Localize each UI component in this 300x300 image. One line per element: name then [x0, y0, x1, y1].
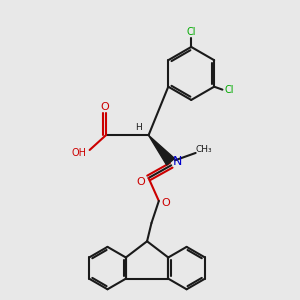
Text: H: H	[135, 122, 142, 131]
Text: O: O	[100, 102, 109, 112]
Text: N: N	[172, 155, 182, 168]
Text: Cl: Cl	[187, 27, 196, 37]
Text: CH₃: CH₃	[196, 146, 212, 154]
Text: OH: OH	[72, 148, 87, 158]
Polygon shape	[148, 135, 175, 165]
Text: O: O	[136, 176, 145, 187]
Text: O: O	[162, 198, 171, 208]
Text: Cl: Cl	[225, 85, 234, 95]
